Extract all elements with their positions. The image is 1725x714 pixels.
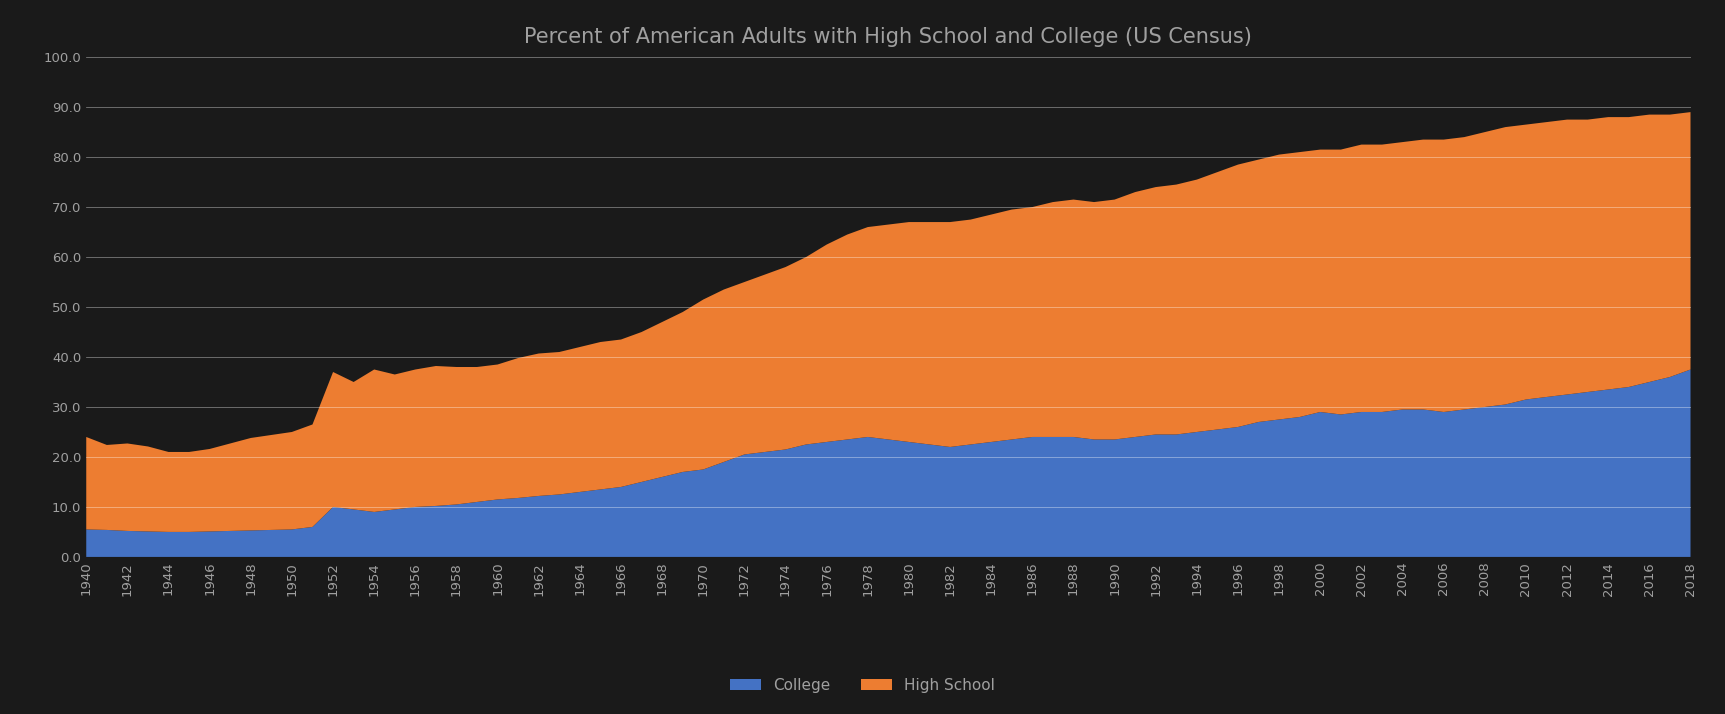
Title: Percent of American Adults with High School and College (US Census): Percent of American Adults with High Sch… — [524, 27, 1252, 47]
Legend: College, High School: College, High School — [724, 672, 1000, 699]
